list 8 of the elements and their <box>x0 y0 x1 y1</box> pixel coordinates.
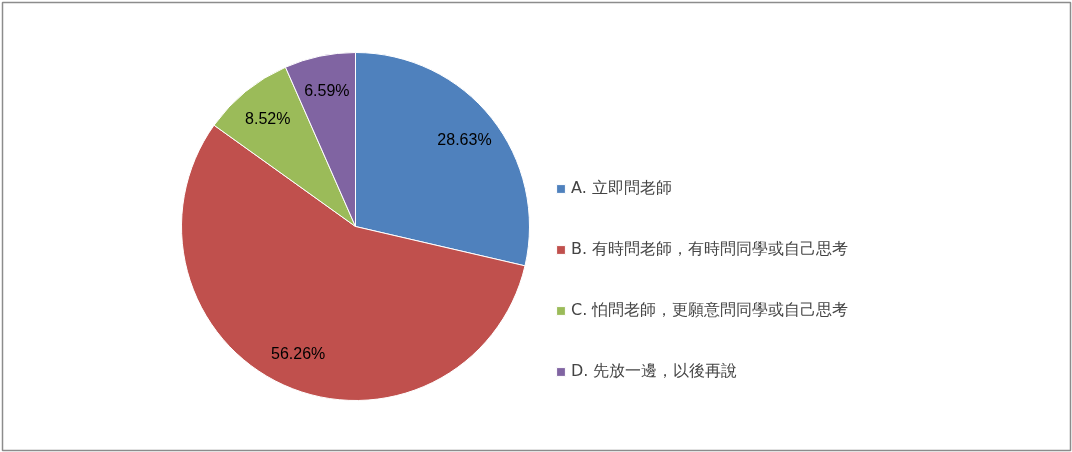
legend-label: D. 先放一邊，以後再說 <box>571 361 738 382</box>
legend-label: B. 有時問老師，有時問同學或自己思考 <box>571 239 849 260</box>
data-label: 8.52% <box>245 109 291 127</box>
data-label: 28.63% <box>437 131 492 149</box>
legend-label: A. 立即問老師 <box>571 178 672 199</box>
data-label: 56.26% <box>271 344 326 362</box>
legend-label: C. 怕問老師，更願意問同學或自己思考 <box>571 300 849 321</box>
data-label: 6.59% <box>304 81 350 99</box>
